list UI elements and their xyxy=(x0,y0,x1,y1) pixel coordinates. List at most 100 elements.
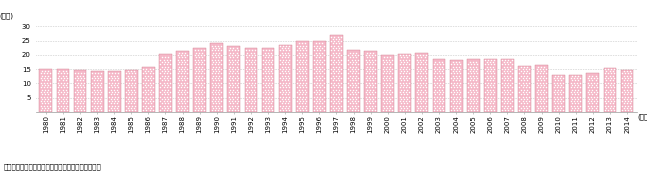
Point xyxy=(499,61,509,63)
Point xyxy=(250,95,260,98)
Point xyxy=(62,77,72,79)
Point xyxy=(250,49,260,52)
Point xyxy=(129,98,139,100)
Point xyxy=(362,98,372,100)
Point xyxy=(502,84,512,86)
Point xyxy=(450,93,461,96)
Point xyxy=(267,81,278,84)
Point xyxy=(584,88,595,91)
Point xyxy=(465,70,475,73)
Point xyxy=(281,77,291,79)
Point xyxy=(463,63,474,66)
Point xyxy=(522,102,532,105)
Point xyxy=(241,77,251,79)
Point xyxy=(539,93,549,96)
Text: (年度): (年度) xyxy=(637,114,647,120)
Point xyxy=(489,72,499,75)
Point xyxy=(329,40,340,42)
Point xyxy=(331,61,341,63)
Point xyxy=(309,100,320,103)
Point xyxy=(298,90,309,93)
Point xyxy=(469,95,479,98)
Point xyxy=(143,88,153,91)
Point xyxy=(360,109,371,112)
Point xyxy=(164,100,175,103)
Point xyxy=(123,107,133,109)
Point xyxy=(141,86,151,89)
Point xyxy=(377,100,388,103)
Point xyxy=(294,65,304,68)
Point xyxy=(315,58,325,61)
Point xyxy=(541,81,551,84)
Point xyxy=(549,104,559,107)
Point xyxy=(470,65,481,68)
Point xyxy=(400,63,411,66)
Point xyxy=(448,61,458,63)
Point xyxy=(488,107,498,109)
Point xyxy=(298,63,309,66)
Point xyxy=(485,107,495,109)
Point xyxy=(587,93,598,96)
Point xyxy=(353,86,363,89)
Point xyxy=(276,56,287,59)
Point xyxy=(195,63,206,66)
Point xyxy=(500,104,510,107)
Point xyxy=(497,81,507,84)
Point xyxy=(452,67,463,70)
Point xyxy=(433,84,444,86)
Point xyxy=(314,56,324,59)
Point xyxy=(311,84,321,86)
Point xyxy=(604,74,615,77)
Point xyxy=(210,95,220,98)
Point xyxy=(396,93,406,96)
Point xyxy=(265,74,276,77)
Point xyxy=(206,54,217,56)
Point xyxy=(396,84,406,86)
Point xyxy=(400,90,411,93)
Point xyxy=(335,81,345,84)
Point xyxy=(233,81,243,84)
Point xyxy=(242,102,252,105)
Point xyxy=(541,95,551,98)
Point xyxy=(345,70,355,73)
Point xyxy=(344,54,354,56)
Point xyxy=(177,98,188,100)
Point xyxy=(449,72,459,75)
Point xyxy=(380,86,391,89)
Point xyxy=(250,100,260,103)
Point xyxy=(126,88,136,91)
Point xyxy=(43,79,54,82)
Point xyxy=(233,104,243,107)
Point xyxy=(500,100,510,103)
Point xyxy=(157,74,167,77)
Point xyxy=(465,98,475,100)
Point xyxy=(248,98,259,100)
Point xyxy=(514,109,525,112)
Point xyxy=(315,86,325,89)
Point xyxy=(199,72,209,75)
Point xyxy=(37,98,47,100)
Point xyxy=(233,109,243,112)
Point xyxy=(331,51,341,54)
Point xyxy=(250,81,260,84)
Point xyxy=(531,77,542,79)
Point xyxy=(430,70,441,73)
Point xyxy=(211,47,221,49)
Point xyxy=(62,95,72,98)
Point xyxy=(395,100,405,103)
Point xyxy=(210,77,220,79)
Point xyxy=(536,88,546,91)
Point xyxy=(469,67,479,70)
Point xyxy=(159,58,169,61)
Point xyxy=(62,81,72,84)
Point xyxy=(485,88,495,91)
Point xyxy=(349,77,360,79)
Point xyxy=(58,74,68,77)
Point xyxy=(469,63,479,66)
Point xyxy=(454,74,464,77)
Point xyxy=(93,81,104,84)
Point xyxy=(182,86,192,89)
Point xyxy=(314,70,324,73)
Point xyxy=(550,74,560,77)
Point xyxy=(194,84,204,86)
